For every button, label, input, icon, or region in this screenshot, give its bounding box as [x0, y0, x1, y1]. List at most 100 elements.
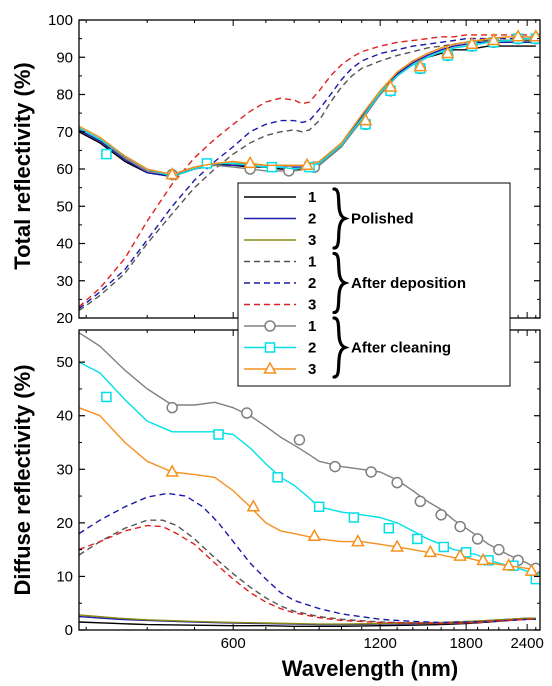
bottom-series-line-8	[79, 361, 537, 580]
top-y-tick-label: 70	[56, 124, 73, 141]
top-series-9-marker	[486, 32, 501, 46]
top-y-tick-label: 90	[56, 49, 73, 66]
legend-brace	[332, 316, 350, 379]
legend-group-label: Polished	[351, 211, 414, 228]
bottom-series-line-9	[79, 407, 537, 572]
x-tick-label: 1800	[449, 635, 482, 652]
legend-brace	[332, 251, 350, 315]
bottom-series-7-marker	[493, 543, 505, 556]
legend-box	[237, 182, 511, 387]
top-series-line-8	[79, 37, 536, 178]
legend-group-label: After cleaning	[351, 340, 451, 357]
bottom-series-9-marker	[501, 558, 516, 571]
top-series-line-9	[79, 36, 536, 176]
top-y-tick-label: 80	[56, 87, 73, 104]
bottom-series-7-marker	[166, 401, 178, 414]
top-series-9-marker	[413, 59, 428, 72]
bottom-series-7-marker	[241, 407, 253, 419]
top-series-line-1	[79, 45, 536, 178]
bottom-series-8-marker	[438, 541, 450, 553]
bottom-series-8-marker	[101, 391, 112, 403]
bottom-series-9-marker	[453, 548, 467, 561]
bottom-y-tick-label: 50	[56, 354, 73, 371]
top-series-line-6	[79, 34, 536, 308]
top-panel-axes: 20 30 40 50 60 70 80 90 100	[48, 12, 541, 327]
top-y-tick-label: 30	[56, 273, 73, 290]
bottom-y-tick-label: 10	[56, 568, 73, 585]
bottom-y-tick-label: 40	[56, 408, 73, 425]
top-series-9-marker	[358, 113, 373, 126]
legend-label: 2	[308, 340, 316, 357]
bottom-series-9-marker	[307, 528, 322, 541]
top-y-tick-label: 40	[56, 236, 73, 253]
top-series-9-marker	[165, 167, 179, 180]
top-series-line-7	[79, 37, 536, 176]
legend-group-label: After deposition	[351, 275, 466, 292]
legend-label: 2	[308, 211, 316, 228]
bottom-series-line-3	[79, 614, 536, 625]
top-y-tick-label: 60	[56, 161, 73, 178]
x-tick-label: 1200	[363, 635, 396, 652]
top-series-9-marker	[383, 79, 398, 92]
bottom-series-8-marker	[313, 501, 325, 513]
bottom-series-7-marker	[471, 533, 484, 545]
x-tick-label: 2400	[510, 635, 543, 652]
bottom-series-8-marker	[348, 512, 360, 523]
top-series-8-marker	[101, 148, 112, 160]
bottom-series-7-marker	[435, 509, 447, 521]
bottom-y-axis-title: Diffuse reflectivity (%)	[10, 364, 35, 595]
bottom-series-9-marker	[423, 544, 438, 558]
bottom-series-9-marker	[351, 534, 365, 547]
legend-label: 1	[308, 254, 316, 271]
top-series-9-marker	[465, 36, 479, 49]
legend-label: 3	[308, 232, 316, 249]
bottom-series-7-marker	[414, 495, 427, 508]
bottom-series-7-marker	[329, 460, 341, 473]
top-y-axis-title: Total reflectivity (%)	[10, 62, 35, 269]
legend-marker	[264, 320, 276, 332]
legend-brace	[332, 187, 350, 250]
legend-label: 1	[308, 189, 316, 206]
top-y-tick-label: 100	[48, 12, 73, 29]
x-axis-title: Wavelength (nm)	[282, 656, 458, 681]
bottom-series-9-marker	[390, 539, 404, 552]
bottom-series-8-marker	[383, 522, 395, 534]
legend-label: 3	[308, 361, 316, 378]
top-series-line-5	[79, 37, 536, 310]
bottom-series-7-marker	[391, 476, 403, 489]
legend-marker	[264, 342, 276, 353]
top-y-tick-label: 50	[56, 198, 73, 215]
legend: 1 2 3 1 2 3 1 2 3 Polished After deposition After c…	[237, 182, 511, 387]
top-series-9-marker	[440, 45, 455, 59]
legend-label: 2	[308, 275, 316, 292]
bottom-series-8-marker	[213, 429, 224, 440]
bottom-series-9-marker	[524, 563, 539, 576]
top-y-tick-label: 20	[56, 310, 73, 327]
x-tick-label: 600	[221, 635, 246, 652]
top-series-8-marker	[266, 161, 278, 173]
top-series-9-marker	[243, 155, 257, 169]
legend-marker	[263, 361, 277, 374]
bottom-y-tick-label: 30	[56, 461, 73, 478]
bottom-series-9-marker	[476, 552, 490, 566]
bottom-y-tick-label: 0	[65, 622, 73, 639]
top-series-line-2	[79, 41, 536, 178]
bottom-y-tick-label: 20	[56, 515, 73, 532]
top-series-8-marker	[201, 158, 213, 169]
bottom-series-8-marker	[272, 472, 283, 483]
bottom-series-7-marker	[365, 466, 377, 478]
top-series-9-marker	[300, 157, 314, 171]
bottom-series-9-marker	[165, 464, 179, 477]
bottom-series-8-marker	[412, 533, 423, 545]
legend-label: 3	[308, 297, 316, 314]
legend-label: 1	[308, 318, 316, 335]
top-series-9-marker	[511, 29, 525, 42]
bottom-series-line-6	[79, 524, 536, 625]
bottom-series-line-5	[79, 492, 536, 624]
bottom-panel-series	[79, 332, 540, 627]
bottom-series-7-marker	[293, 434, 306, 446]
top-panel-series	[79, 29, 540, 312]
bottom-series-line-4	[79, 519, 536, 625]
bottom-series-7-marker	[454, 520, 466, 533]
